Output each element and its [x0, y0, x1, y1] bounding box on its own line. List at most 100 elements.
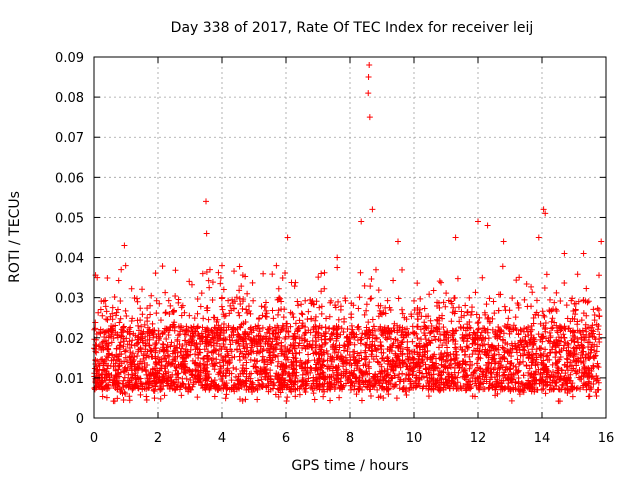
data-point-marker [247, 347, 254, 354]
data-point-marker [142, 333, 149, 340]
data-point-marker [137, 317, 144, 324]
data-point-marker [563, 302, 570, 309]
data-point-marker [293, 358, 300, 365]
data-point-marker [117, 339, 124, 346]
data-point-marker [174, 370, 181, 377]
y-tick-label: 0.06 [55, 171, 84, 186]
data-point-marker [366, 114, 373, 121]
data-point-marker [348, 314, 355, 321]
data-point-marker [137, 391, 144, 398]
data-point-marker [334, 254, 341, 261]
data-point-marker [539, 308, 546, 315]
data-point-marker [535, 234, 542, 241]
data-point-marker [236, 287, 243, 294]
data-point-marker [219, 306, 226, 313]
data-point-marker [551, 299, 558, 306]
data-point-marker [103, 394, 110, 401]
data-point-marker [585, 298, 592, 305]
y-tick-label: 0.04 [55, 252, 84, 267]
data-point-marker [375, 287, 382, 294]
data-point-marker [113, 345, 120, 352]
data-point-marker [143, 396, 150, 403]
data-point-marker [120, 324, 127, 331]
data-point-marker [508, 353, 515, 360]
data-point-marker [594, 305, 601, 312]
data-point-marker [594, 360, 601, 367]
data-point-marker [528, 303, 535, 310]
data-point-marker [452, 344, 459, 351]
data-point-marker [395, 295, 402, 302]
data-point-marker [458, 346, 465, 353]
data-point-marker [129, 315, 136, 322]
data-point-marker [376, 307, 383, 314]
data-point-marker [153, 310, 160, 317]
data-point-marker [537, 336, 544, 343]
data-point-marker [594, 326, 601, 333]
data-point-marker [523, 362, 530, 369]
data-point-marker [421, 305, 428, 312]
data-point-marker [425, 393, 432, 400]
data-point-marker [284, 234, 291, 241]
data-point-marker [233, 346, 240, 353]
data-point-marker [292, 279, 299, 286]
data-point-marker [500, 238, 507, 245]
data-point-marker [162, 289, 169, 296]
data-point-marker [318, 270, 325, 277]
data-point-marker [209, 279, 216, 286]
data-point-marker [115, 277, 122, 284]
data-point-marker [441, 363, 448, 370]
data-point-marker [367, 283, 374, 290]
data-point-marker [523, 280, 530, 287]
data-point-marker [97, 306, 104, 313]
data-point-marker [518, 327, 525, 334]
data-point-marker [406, 371, 413, 378]
data-point-marker [227, 302, 234, 309]
data-point-marker [165, 297, 172, 304]
data-point-marker [177, 348, 184, 355]
data-point-marker [557, 297, 564, 304]
data-point-marker [217, 274, 224, 281]
data-point-marker [417, 343, 424, 350]
data-point-marker [580, 250, 587, 257]
data-point-marker [144, 324, 151, 331]
data-point-marker [405, 347, 412, 354]
data-point-marker [342, 295, 349, 302]
x-tick-label: 0 [90, 431, 98, 446]
data-point-marker [561, 250, 568, 257]
data-point-marker [117, 297, 124, 304]
data-point-marker [321, 269, 328, 276]
data-point-marker [95, 309, 102, 316]
data-point-marker [546, 329, 553, 336]
data-point-marker [239, 305, 246, 312]
data-point-marker [516, 274, 523, 281]
data-point-marker [590, 381, 597, 388]
data-point-marker [269, 271, 276, 278]
data-point-marker [152, 270, 159, 277]
data-point-marker [342, 354, 349, 361]
data-point-marker [417, 295, 424, 302]
data-point-marker [404, 338, 411, 345]
data-point-marker [104, 316, 111, 323]
y-tick-label: 0.08 [55, 91, 84, 106]
data-point-marker [262, 313, 269, 320]
data-point-marker [200, 315, 207, 322]
data-point-marker [484, 222, 491, 229]
data-point-marker [495, 324, 502, 331]
data-point-marker [323, 347, 330, 354]
data-point-marker [269, 307, 276, 314]
data-point-marker [346, 352, 353, 359]
data-point-marker [474, 320, 481, 327]
data-point-marker [335, 316, 342, 323]
data-point-marker [147, 311, 154, 318]
data-point-marker [569, 393, 576, 400]
data-point-marker [590, 306, 597, 313]
data-point-marker [99, 312, 106, 319]
data-point-marker [533, 297, 540, 304]
data-point-marker [526, 365, 533, 372]
data-point-marker [361, 311, 368, 318]
data-point-marker [172, 293, 179, 299]
data-point-marker [122, 390, 129, 397]
data-point-marker [162, 309, 169, 316]
data-point-marker [448, 318, 455, 325]
